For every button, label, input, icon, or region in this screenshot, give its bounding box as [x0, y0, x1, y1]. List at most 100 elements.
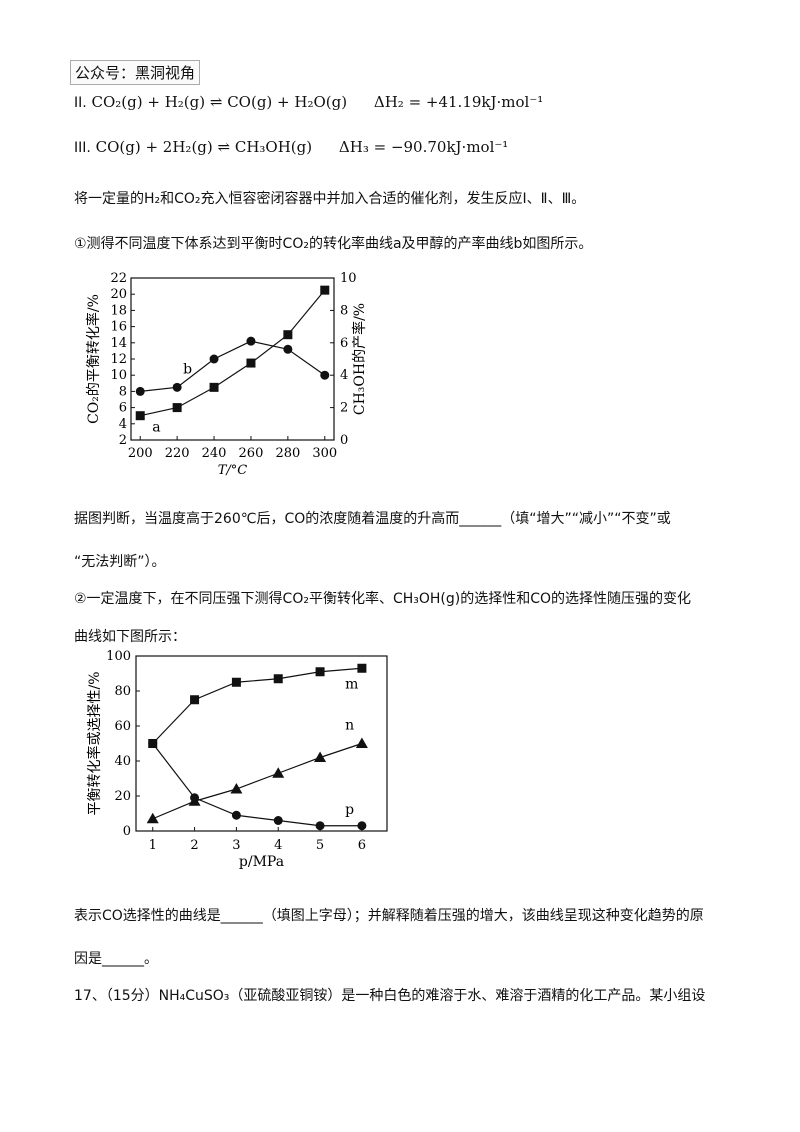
y-tick-label: 40: [114, 754, 131, 769]
y-right-tick-label: 10: [340, 271, 357, 286]
x-tick-label: 5: [316, 838, 324, 853]
point-b: [246, 336, 256, 346]
series-line-m: [152, 667, 362, 744]
reaction-iii: III. CO(g) + 2H₂(g) ⇌ CH₃OH(g) ΔH₃ = −90…: [74, 138, 508, 156]
point-b: [209, 354, 219, 364]
series-label-p: p: [345, 802, 354, 818]
point-n: [272, 767, 285, 778]
point-p: [273, 816, 283, 825]
y-tick-label: 10: [110, 368, 127, 383]
point-m: [315, 667, 325, 677]
y-axis-label: 平衡转化率或选择性/%: [86, 671, 103, 815]
y-tick-label: 20: [110, 287, 127, 302]
y-right-tick-label: 6: [340, 336, 348, 351]
series-label-a: a: [152, 420, 160, 436]
point-n: [314, 751, 327, 762]
series-line-b: [140, 340, 326, 392]
point-b: [283, 344, 293, 354]
x-tick-label: 4: [274, 838, 282, 853]
point-p: [315, 821, 325, 831]
y-right-tick-label: 2: [340, 401, 348, 416]
point-n: [355, 737, 368, 748]
y-tick-label: 8: [119, 384, 127, 399]
point-a: [209, 382, 219, 392]
y-axis-label: CO₂的平衡转化率/%: [85, 294, 102, 424]
y-tick-label: 18: [110, 303, 127, 318]
x-tick-label: 220: [165, 446, 190, 461]
paragraph-question-2: ②一定温度下，在不同压强下测得CO₂平衡转化率、CH₃OH(g)的选择性和CO的…: [74, 591, 692, 607]
reaction-ii-equation: CO₂(g) + H₂(g) ⇌ CO(g) + H₂O(g): [91, 93, 348, 111]
y-tick-label: 4: [119, 417, 127, 432]
plot-frame: [135, 655, 388, 832]
x-tick-label: 2: [190, 838, 198, 853]
paragraph-question-17: 17、（15分）NH₄CuSO₃（亚硫酸亚铜铵）是一种白色的难溶于水、难溶于酒精…: [74, 988, 706, 1004]
paragraph-question-2-reason: 因是______。: [74, 951, 158, 967]
y-tick-label: 80: [114, 684, 131, 699]
paragraph-question-1-ask: 据图判断，当温度高于260℃后，CO的浓度随着温度的升高而______（填“增大…: [74, 511, 671, 527]
point-p: [231, 810, 241, 820]
plot-frame: [130, 277, 335, 441]
y-tick-label: 16: [110, 320, 127, 335]
point-a: [172, 403, 182, 413]
point-m: [273, 674, 283, 684]
series-line-p: [152, 743, 362, 827]
point-m: [357, 663, 367, 673]
x-axis-label: T/°C: [218, 463, 248, 478]
x-axis-label: p/MPa: [239, 854, 284, 870]
series-label-n: n: [345, 718, 354, 734]
x-tick-label: 280: [275, 446, 300, 461]
paragraph-setup: 将一定量的H₂和CO₂充入恒容密闭容器中并加入合适的催化剂，发生反应Ⅰ、Ⅱ、Ⅲ。: [74, 191, 586, 207]
point-p: [190, 793, 200, 803]
paragraph-question-2-cont: 曲线如下图所示：: [74, 629, 186, 645]
chart-temperature: 200 220 240 260 280 3002468101214161820220246…: [85, 271, 368, 478]
y-tick-label: 20: [114, 789, 131, 804]
x-tick-label: 200: [128, 446, 153, 461]
point-b: [172, 382, 182, 392]
point-b: [135, 386, 145, 396]
y-right-tick-label: 0: [340, 433, 348, 448]
point-a: [135, 411, 145, 421]
x-tick-label: 1: [149, 838, 157, 853]
series-label-b: b: [183, 361, 192, 377]
paragraph-question-1: ①测得不同温度下体系达到平衡时CO₂的转化率曲线a及甲醇的产率曲线b如图所示。: [74, 236, 593, 252]
y-tick-label: 60: [114, 719, 131, 734]
x-tick-label: 240: [202, 446, 227, 461]
reaction-ii-label: II.: [74, 95, 87, 111]
x-tick-label: 300: [312, 446, 337, 461]
point-a: [320, 285, 330, 295]
reaction-iii-equation: CO(g) + 2H₂(g) ⇌ CH₃OH(g): [95, 138, 313, 156]
y-right-tick-label: 8: [340, 303, 348, 318]
series-line-a: [140, 289, 326, 417]
point-b: [320, 370, 330, 380]
point-n: [230, 783, 243, 794]
reaction-iii-enthalpy: ΔH₃ = −90.70kJ·mol⁻¹: [338, 138, 509, 156]
y-tick-label: 22: [110, 271, 127, 286]
point-a: [246, 358, 256, 368]
x-tick-label: 6: [358, 838, 366, 853]
y-tick-label: 12: [110, 352, 127, 367]
y-tick-label: 6: [119, 401, 127, 416]
point-m: [231, 677, 241, 687]
y-right-tick-label: 4: [340, 368, 348, 383]
paragraph-question-1-options: “无法判断”）。: [74, 554, 166, 570]
series-line-n: [152, 742, 363, 820]
y-tick-label: 100: [106, 649, 131, 664]
point-m: [190, 695, 200, 705]
reaction-ii-enthalpy: ΔH₂ = +41.19kJ·mol⁻¹: [373, 93, 544, 111]
point-p: [357, 821, 367, 831]
point-p: [148, 739, 158, 748]
x-tick-label: 260: [239, 446, 264, 461]
series-label-m: m: [345, 676, 358, 692]
y-tick-label: 14: [110, 336, 127, 351]
watermark: 公众号：黑洞视角: [70, 60, 201, 85]
y-tick-label: 0: [123, 824, 131, 839]
reaction-ii: II. CO₂(g) + H₂(g) ⇌ CO(g) + H₂O(g) ΔH₂ …: [74, 93, 543, 111]
reaction-iii-label: III.: [74, 140, 91, 156]
y-tick-label: 2: [119, 433, 127, 448]
x-tick-label: 3: [232, 838, 240, 853]
paragraph-question-2-ask: 表示CO选择性的曲线是______（填图上字母）；并解释随着压强的增大，该曲线呈…: [74, 908, 704, 924]
y-right-axis-label: CH₃OH的产率/%: [351, 303, 368, 415]
point-n: [146, 812, 159, 824]
point-a: [283, 330, 293, 340]
